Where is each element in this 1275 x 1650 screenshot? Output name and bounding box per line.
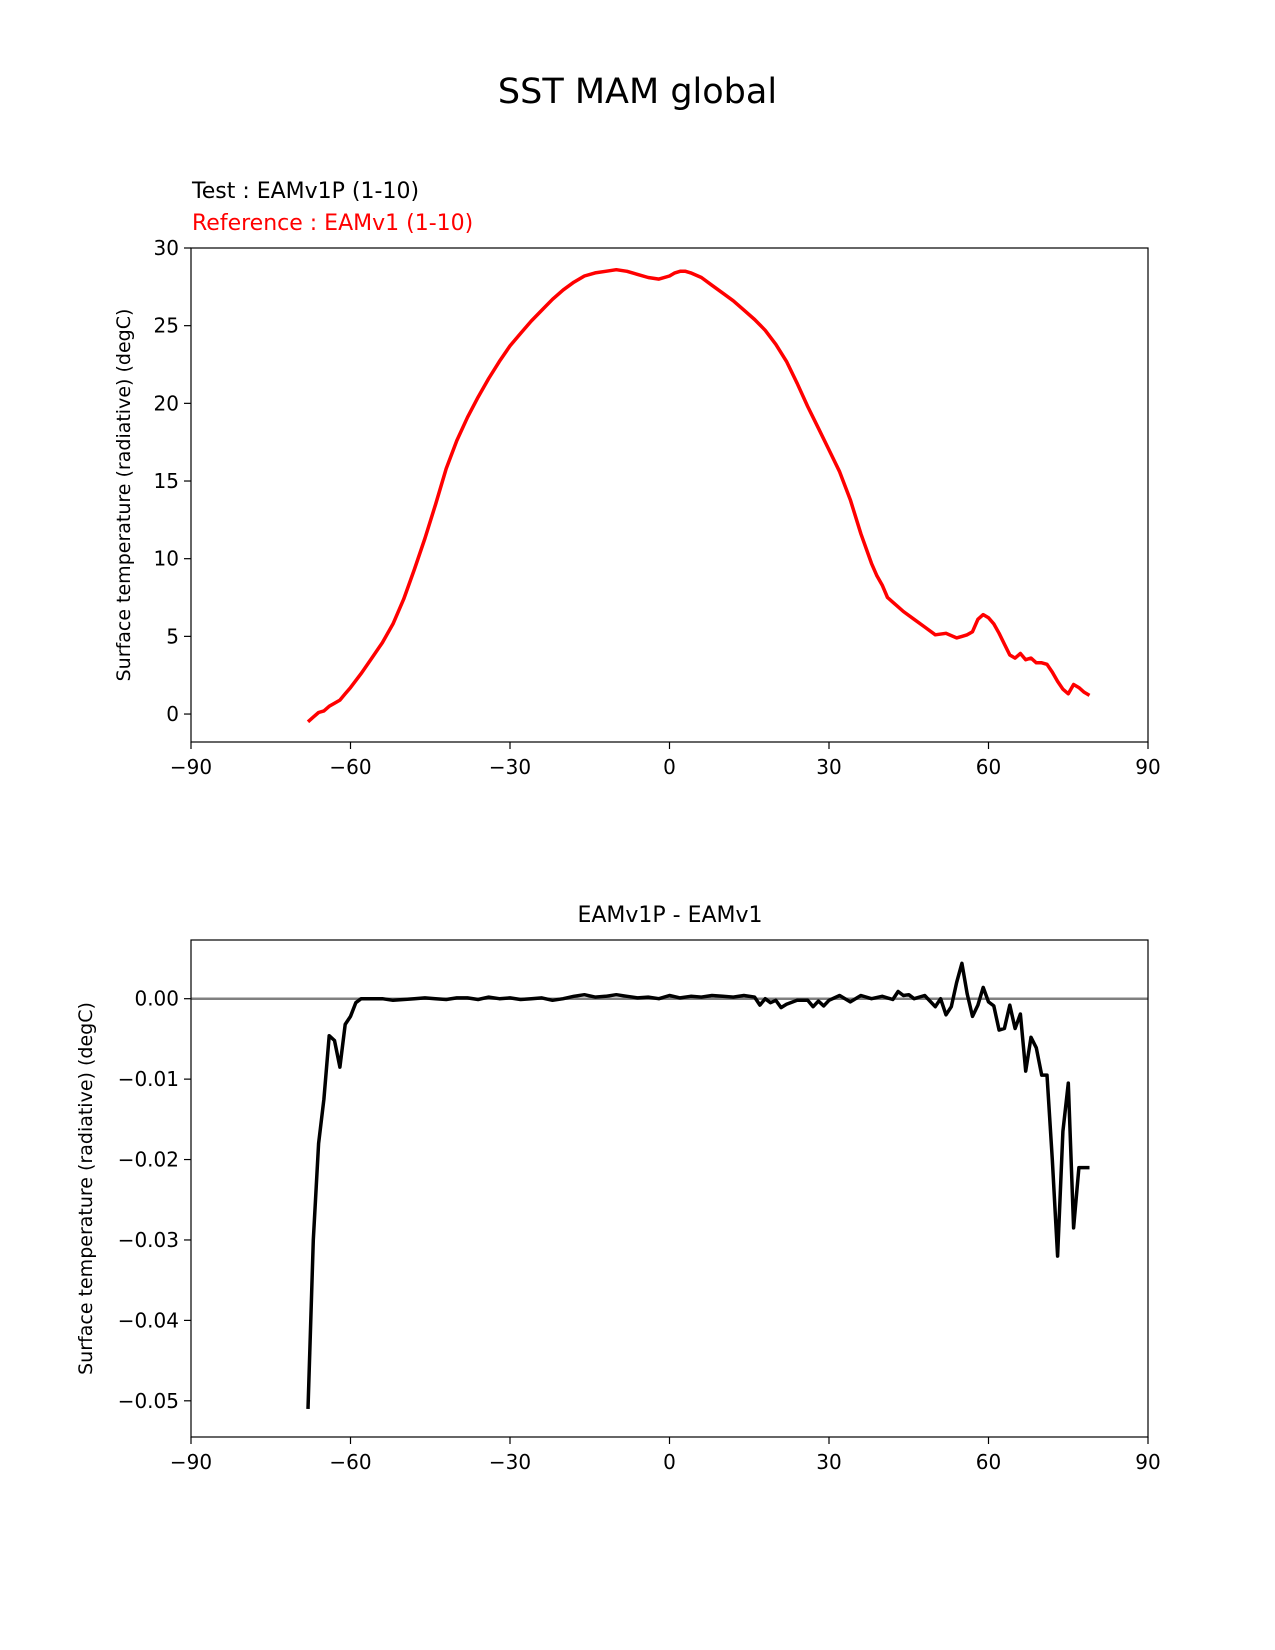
x-tick-label: −60 xyxy=(329,1450,371,1474)
top-plot-frame xyxy=(190,247,1149,743)
bottom-plot-frame xyxy=(190,939,1149,1438)
top-x-ticks: −90 −60 −30 0 30 60 90 xyxy=(170,742,1161,779)
x-tick-label: −30 xyxy=(489,755,531,779)
y-tick-label: 20 xyxy=(154,391,179,415)
y-tick-label: −0.02 xyxy=(118,1148,179,1172)
difference-chart-title: EAMv1P - EAMv1 xyxy=(577,903,762,928)
x-tick-label: −60 xyxy=(329,755,371,779)
x-tick-label: 90 xyxy=(1135,1450,1160,1474)
figure-title: SST MAM global xyxy=(497,72,778,112)
reference-chart-panel: Test : EAMv1P (1-10) Reference : EAMv1 (… xyxy=(113,179,1161,779)
y-tick-label: 0.00 xyxy=(134,987,179,1011)
y-tick-label: 0 xyxy=(166,702,179,726)
x-tick-label: 30 xyxy=(816,755,841,779)
y-tick-label: −0.05 xyxy=(118,1389,179,1413)
bottom-x-ticks: −90 −60 −30 0 30 60 90 xyxy=(170,1437,1161,1474)
y-tick-label: −0.04 xyxy=(118,1308,179,1332)
y-tick-label: 25 xyxy=(154,314,179,338)
x-tick-label: 60 xyxy=(976,755,1001,779)
x-tick-label: 0 xyxy=(663,755,676,779)
difference-chart-panel: EAMv1P - EAMv1 Surface temperature (radi… xyxy=(75,903,1161,1474)
y-tick-label: 30 xyxy=(154,236,179,260)
bottom-y-axis-label: Surface temperature (radiative) (degC) xyxy=(75,1002,97,1375)
x-tick-label: −90 xyxy=(170,755,212,779)
y-tick-label: 5 xyxy=(166,624,179,648)
difference-series-line xyxy=(306,961,1090,1409)
x-tick-label: 90 xyxy=(1135,755,1160,779)
y-tick-label: −0.01 xyxy=(118,1067,179,1091)
y-tick-label: 15 xyxy=(154,469,179,493)
y-tick-label: 10 xyxy=(154,547,179,571)
x-tick-label: 60 xyxy=(976,1450,1001,1474)
bottom-y-ticks: 0.00 −0.01 −0.02 −0.03 −0.04 −0.05 xyxy=(118,987,191,1413)
x-tick-label: −90 xyxy=(170,1450,212,1474)
top-y-axis-label: Surface temperature (radiative) (degC) xyxy=(113,309,135,682)
reference-series-line xyxy=(306,267,1091,724)
x-tick-label: −30 xyxy=(489,1450,531,1474)
y-tick-label: −0.03 xyxy=(118,1228,179,1252)
test-legend-label: Test : EAMv1P (1-10) xyxy=(191,179,419,204)
reference-legend-label: Reference : EAMv1 (1-10) xyxy=(192,211,473,236)
top-y-ticks: 0 5 10 15 20 25 30 xyxy=(154,236,191,726)
x-tick-label: 30 xyxy=(816,1450,841,1474)
x-tick-label: 0 xyxy=(663,1450,676,1474)
